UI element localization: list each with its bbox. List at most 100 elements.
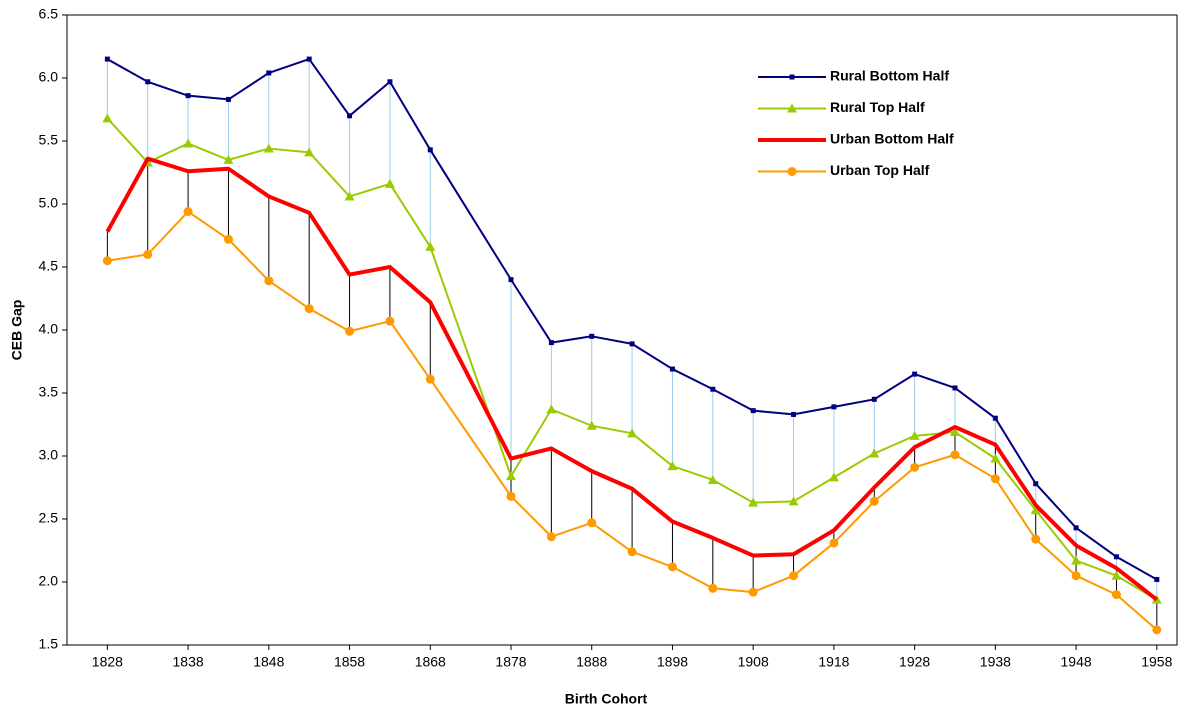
marker	[427, 147, 433, 153]
marker	[506, 491, 516, 501]
marker	[788, 496, 799, 506]
x-tick-label: 1838	[173, 654, 204, 670]
marker	[1033, 481, 1039, 487]
marker	[669, 366, 675, 372]
marker	[225, 96, 231, 102]
marker	[910, 462, 920, 472]
marker	[223, 234, 233, 244]
marker	[548, 340, 554, 346]
legend-label: Urban Bottom Half	[830, 131, 954, 147]
x-tick-label: 1888	[576, 654, 607, 670]
marker	[263, 143, 274, 153]
marker	[912, 371, 918, 377]
marker	[223, 154, 234, 164]
marker	[831, 404, 837, 410]
x-tick-label: 1908	[738, 654, 769, 670]
marker	[506, 471, 516, 481]
x-tick-label: 1918	[818, 654, 849, 670]
y-tick-label: 6.0	[39, 69, 59, 85]
marker	[708, 583, 718, 593]
marker	[1030, 505, 1041, 515]
series-line	[106, 117, 1158, 601]
y-tick-label: 5.5	[39, 132, 59, 148]
marker	[587, 518, 597, 528]
marker	[385, 316, 395, 326]
marker	[1031, 534, 1041, 544]
x-tick-label: 1928	[899, 654, 930, 670]
x-tick-label: 1868	[415, 654, 446, 670]
marker	[667, 562, 677, 572]
legend-label: Rural Bottom Half	[830, 68, 949, 84]
marker	[104, 56, 110, 62]
marker	[185, 93, 191, 99]
marker	[384, 178, 395, 188]
legend-marker	[787, 167, 797, 176]
marker	[264, 276, 274, 286]
marker	[992, 415, 998, 421]
y-tick-label: 4.0	[39, 321, 59, 337]
series-line	[107, 210, 1158, 631]
marker	[789, 571, 799, 581]
marker	[627, 428, 638, 438]
marker	[347, 113, 353, 119]
marker	[304, 304, 314, 314]
marker	[345, 326, 355, 336]
x-tick-label: 1828	[92, 654, 123, 670]
series-line	[106, 58, 1158, 581]
marker	[425, 374, 435, 384]
series-line	[105, 156, 1159, 602]
marker	[425, 241, 436, 251]
marker	[791, 411, 797, 417]
marker	[1071, 571, 1081, 581]
marker	[1111, 590, 1121, 600]
x-tick-label: 1858	[334, 654, 365, 670]
x-tick-label: 1938	[980, 654, 1011, 670]
marker	[183, 207, 193, 217]
marker	[869, 496, 879, 506]
marker	[829, 538, 839, 548]
marker	[990, 474, 1000, 484]
marker	[102, 113, 113, 123]
y-tick-label: 1.5	[39, 636, 59, 652]
marker	[748, 497, 759, 507]
marker	[871, 396, 877, 402]
marker	[990, 453, 1001, 463]
marker	[508, 277, 514, 283]
marker	[629, 341, 635, 347]
y-tick-label: 3.0	[39, 447, 59, 463]
x-tick-label: 1898	[657, 654, 688, 670]
marker	[143, 249, 153, 259]
y-tick-label: 6.5	[39, 6, 59, 22]
marker	[1152, 625, 1162, 635]
marker	[748, 587, 758, 597]
marker	[667, 461, 678, 471]
legend-marker	[787, 103, 797, 113]
x-tick-label: 1878	[495, 654, 526, 670]
marker	[145, 79, 151, 85]
y-tick-label: 3.5	[39, 384, 59, 400]
marker	[1113, 554, 1119, 560]
x-tick-label: 1848	[253, 654, 284, 670]
marker	[707, 474, 718, 484]
marker	[1111, 570, 1122, 580]
marker	[869, 448, 880, 458]
marker	[304, 147, 315, 157]
y-tick-label: 4.5	[39, 258, 59, 274]
marker	[828, 472, 839, 482]
marker	[950, 427, 960, 437]
marker	[1073, 525, 1079, 531]
marker	[183, 138, 194, 148]
legend-label: Urban Top Half	[830, 162, 930, 178]
marker	[387, 79, 393, 85]
marker	[589, 333, 595, 339]
marker	[546, 404, 557, 414]
marker	[1071, 555, 1082, 565]
x-tick-label: 1958	[1141, 654, 1172, 670]
legend-label: Rural Top Half	[830, 99, 925, 115]
plot-frame	[66, 14, 1178, 646]
marker	[909, 430, 920, 440]
x-tick-label: 1948	[1061, 654, 1092, 670]
y-axis-label: CEB Gap	[9, 300, 25, 361]
y-tick-label: 5.0	[39, 195, 59, 211]
